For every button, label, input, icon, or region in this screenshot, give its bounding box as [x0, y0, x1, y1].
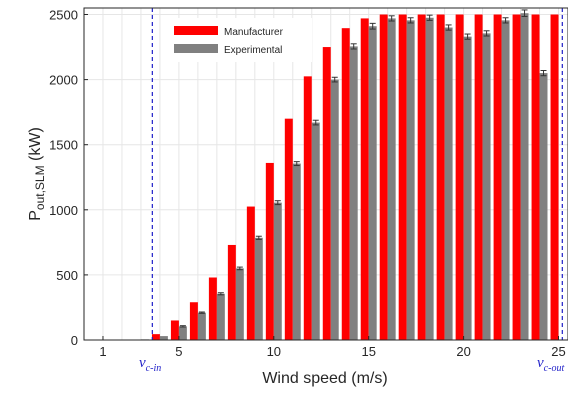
bar-experimental [349, 46, 358, 341]
bar-manufacturer [284, 118, 293, 341]
y-axis-label-sub: out,SLM [33, 165, 47, 210]
plot-frame [83, 7, 568, 341]
bar-experimental [501, 20, 510, 341]
bar-experimental [197, 312, 206, 340]
bar-experimental [273, 202, 282, 340]
bar-manufacturer [303, 76, 312, 341]
bar-manufacturer [227, 244, 236, 340]
x-tick-label: 10 [267, 344, 281, 359]
bar-manufacturer [379, 14, 388, 341]
x-tick-label: 20 [456, 344, 470, 359]
cut-in-label-sub: c-in [146, 363, 162, 374]
legend: Manufacturer Experimental [164, 18, 312, 62]
bar-experimental [292, 163, 301, 340]
bar-experimental [216, 293, 225, 340]
bar-manufacturer [189, 302, 198, 340]
bar-manufacturer [455, 14, 464, 341]
legend-swatch-experimental [174, 44, 218, 53]
x-axis-ticks: 1 5 10 15 20 25 [99, 336, 566, 359]
cutoff-lines [151, 8, 563, 340]
bar-manufacturer [417, 14, 426, 341]
y-axis-label-main: P [27, 210, 44, 221]
legend-label-experimental: Experimental [224, 45, 282, 56]
bar-experimental [178, 326, 187, 340]
bar-experimental [159, 336, 168, 340]
bar-experimental [463, 36, 472, 341]
bar-experimental [387, 18, 396, 341]
bar-experimental [539, 73, 548, 341]
y-axis-label: Pout,SLM (kW) [27, 127, 47, 221]
bar-experimental [520, 13, 529, 340]
x-tick-label: 15 [361, 344, 375, 359]
bar-experimental [425, 17, 434, 340]
bar-experimental [311, 122, 320, 341]
bar-manufacturer [493, 14, 502, 341]
bar-experimental [406, 20, 415, 341]
bar-manufacturer [398, 14, 407, 341]
x-tick-label: 1 [99, 344, 106, 359]
bar-experimental [368, 26, 377, 341]
cut-out-label-main: v [537, 355, 544, 371]
bar-manufacturer [151, 334, 160, 340]
x-axis-label: Wind speed (m/s) [262, 370, 387, 387]
bar-experimental [482, 33, 491, 340]
y-tick-label: 1000 [49, 203, 78, 218]
y-tick-label: 2500 [49, 8, 78, 23]
bar-manufacturer [170, 320, 179, 340]
y-tick-label: 2000 [49, 73, 78, 88]
legend-label-manufacturer: Manufacturer [224, 27, 284, 38]
bar-experimental [444, 27, 453, 340]
y-axis-ticks: 0 500 1000 1500 2000 2500 [49, 8, 88, 348]
y-tick-label: 1500 [49, 138, 78, 153]
bar-manufacturer [341, 28, 350, 341]
bar-manufacturer [512, 14, 521, 341]
bars [140, 13, 559, 341]
cut-in-label: vc-in [139, 355, 161, 374]
bar-manufacturer [265, 162, 274, 340]
bar-manufacturer [531, 14, 540, 341]
bar-experimental [235, 268, 244, 340]
cut-out-label-sub: c-out [544, 363, 565, 374]
bar-manufacturer [436, 14, 445, 341]
x-tick-label: 5 [175, 344, 182, 359]
bar-manufacturer [322, 47, 331, 340]
bar-manufacturer [550, 14, 559, 341]
bar-manufacturer [208, 277, 217, 340]
cut-out-label: vc-out [537, 355, 564, 374]
bar-experimental [330, 79, 339, 340]
y-axis-label-unit: (kW) [27, 127, 44, 165]
cut-in-label-main: v [139, 355, 146, 371]
bar-manufacturer [474, 14, 483, 341]
y-tick-label: 500 [56, 268, 78, 283]
legend-swatch-manufacturer [174, 26, 218, 35]
y-tick-label: 0 [71, 333, 78, 348]
error-bars [179, 9, 547, 328]
bar-experimental [254, 237, 263, 340]
legend-box [164, 18, 312, 62]
bar-manufacturer [246, 206, 255, 340]
bar-manufacturer [360, 18, 369, 341]
x-tick-label: 25 [551, 344, 565, 359]
